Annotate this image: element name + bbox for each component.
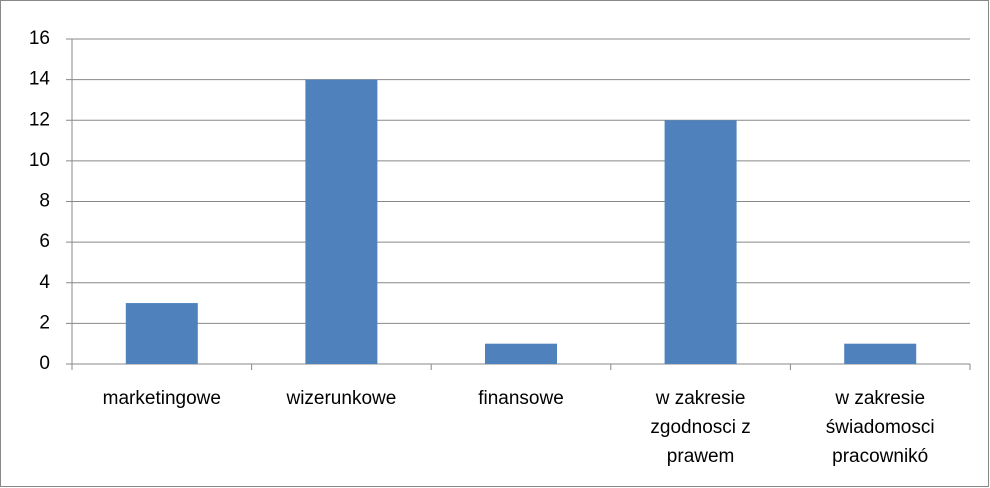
bar [125,303,198,364]
y-tick-label: 10 [29,150,50,171]
x-tick-label: finansowe [478,388,564,409]
x-tick-label-box: w zakresie zgodnosci z prawem [650,388,751,467]
x-tick-label: w zakresie świadomosci pracownikó [825,388,935,467]
x-tick-label: w zakresie zgodnosci z prawem [650,388,751,467]
x-tick-label-box: wizerunkowe [286,388,397,409]
bar [664,120,737,364]
bar [485,343,557,364]
bar [305,79,378,364]
y-tick-label: 16 [29,28,50,49]
y-tick-label: 14 [29,69,51,90]
x-tick-label: wizerunkowe [286,388,397,409]
y-tick-label: 0 [39,353,50,374]
x-tick-label-box: marketingowe [102,388,221,409]
y-tick-label: 12 [29,109,50,130]
bar [844,343,917,364]
y-tick-label: 2 [39,312,50,333]
x-tick-label: marketingowe [102,388,221,409]
x-tick-label-box: finansowe [478,388,564,409]
y-tick-label: 8 [39,191,50,212]
y-tick-label: 4 [39,272,50,293]
x-tick-label-box: w zakresie świadomosci pracownikó [825,388,935,467]
y-tick-label: 6 [39,231,50,252]
